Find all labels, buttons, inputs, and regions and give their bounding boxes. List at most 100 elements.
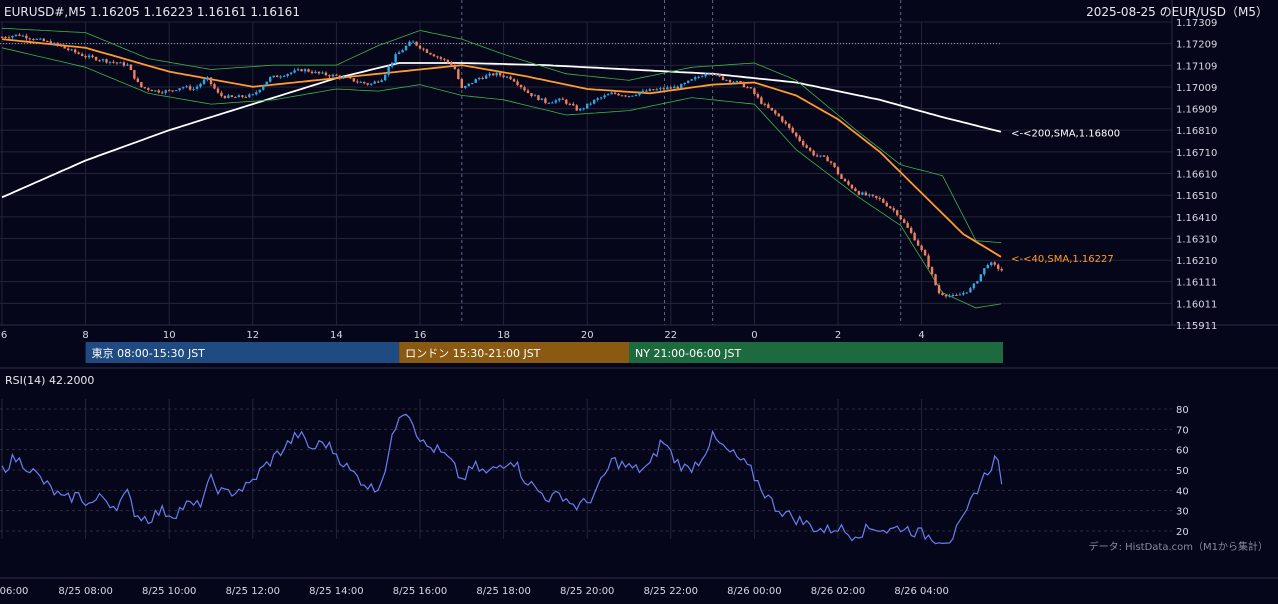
- candle-body: [174, 90, 178, 92]
- candle-body: [812, 150, 815, 156]
- candle-body: [471, 82, 474, 84]
- candle-body: [753, 88, 756, 94]
- session-label: NY 21:00-06:00 JST: [635, 347, 742, 360]
- candle-body: [457, 69, 460, 80]
- candle-body: [934, 274, 937, 286]
- candle-body: [370, 83, 373, 85]
- candle-body: [314, 71, 317, 73]
- candle-body: [359, 81, 362, 83]
- candle-body: [307, 69, 310, 72]
- candle-body: [209, 77, 213, 85]
- indicator-label: <-<200,SMA,1.16800: [1011, 128, 1120, 139]
- candle-body: [293, 70, 296, 73]
- candle-body: [115, 62, 119, 64]
- time-axis-label: 8/26 04:00: [894, 586, 948, 597]
- candle-body: [930, 267, 934, 275]
- candle-body: [791, 127, 794, 133]
- candle-body: [572, 103, 575, 106]
- candle-body: [620, 95, 624, 97]
- candle-body: [220, 92, 223, 97]
- candle-body: [195, 86, 199, 89]
- candle-body: [429, 52, 432, 55]
- candle-body: [962, 292, 965, 295]
- candle-body: [241, 95, 244, 97]
- candle-body: [847, 181, 850, 185]
- candle-body: [119, 62, 122, 64]
- price-tick-label: 1.16510: [1176, 191, 1217, 202]
- candle-body: [390, 62, 394, 67]
- hour-axis-label: 4: [918, 330, 924, 341]
- candle-body: [70, 49, 73, 51]
- candle-body: [655, 89, 659, 91]
- candle-body: [467, 83, 470, 86]
- candle-body: [272, 75, 275, 78]
- candle-body: [948, 295, 951, 297]
- candle-body: [648, 89, 652, 92]
- candle-body: [624, 95, 627, 97]
- candle-body: [533, 95, 537, 97]
- candle-body: [690, 79, 693, 81]
- candle-body: [171, 90, 174, 92]
- candle-body: [202, 79, 206, 84]
- candle-body: [854, 188, 857, 192]
- candle-body: [965, 292, 969, 294]
- candle-body: [282, 75, 286, 77]
- candle-body: [35, 38, 39, 40]
- candle-body: [617, 93, 620, 96]
- candle-body: [568, 103, 571, 105]
- candle-body: [739, 80, 742, 83]
- candle-body: [749, 87, 753, 89]
- candle-body: [324, 72, 328, 76]
- candle-body: [547, 102, 551, 104]
- candle-body: [920, 245, 923, 250]
- hour-axis-label: 0: [751, 330, 757, 341]
- candle-body: [484, 75, 488, 79]
- candle-body: [7, 37, 11, 39]
- hour-axis-label: 8: [82, 330, 88, 341]
- candle-body: [275, 75, 279, 78]
- candle-body: [627, 96, 631, 98]
- candle-body: [868, 194, 871, 196]
- candle-body: [126, 64, 129, 66]
- candle-body: [826, 156, 829, 162]
- candle-body: [774, 110, 777, 114]
- candle-body: [168, 90, 171, 92]
- candle-body: [279, 76, 282, 78]
- hour-axis-label: 18: [497, 330, 510, 341]
- candle-body: [728, 79, 732, 83]
- candle-body: [979, 274, 983, 282]
- candle-body: [819, 155, 822, 157]
- candle-body: [589, 103, 592, 105]
- candle-body: [32, 38, 35, 40]
- candle-body: [707, 73, 711, 75]
- candle-body: [763, 103, 767, 105]
- candle-body: [582, 108, 585, 110]
- candle-body: [310, 71, 314, 73]
- candle-body: [56, 42, 59, 46]
- candle-body: [213, 84, 216, 89]
- candle-body: [805, 145, 808, 148]
- candle-body: [53, 42, 56, 45]
- rsi-tick-label: 30: [1176, 507, 1189, 518]
- candle-body: [871, 194, 875, 196]
- candle-body: [77, 52, 80, 54]
- candle-body: [14, 34, 18, 36]
- symbol-ohlc: EURUSD#,M5 1.16205 1.16223 1.16161 1.161…: [4, 5, 300, 19]
- candle-body: [902, 219, 906, 223]
- candle-body: [833, 162, 836, 168]
- candle-body: [244, 96, 248, 98]
- candle-body: [850, 184, 854, 189]
- indicator-line: [1, 62, 1002, 199]
- candle-body: [143, 87, 147, 89]
- time-axis-label: 8/25 16:00: [393, 586, 447, 597]
- candle-body: [808, 147, 812, 151]
- candle-body: [335, 74, 338, 76]
- candle-body: [613, 92, 617, 94]
- candle-body: [798, 136, 801, 141]
- candle-body: [509, 76, 512, 80]
- candle-body: [700, 76, 704, 78]
- candle-body: [491, 73, 495, 76]
- candle-body: [317, 71, 321, 74]
- rsi-line: [1, 413, 1003, 545]
